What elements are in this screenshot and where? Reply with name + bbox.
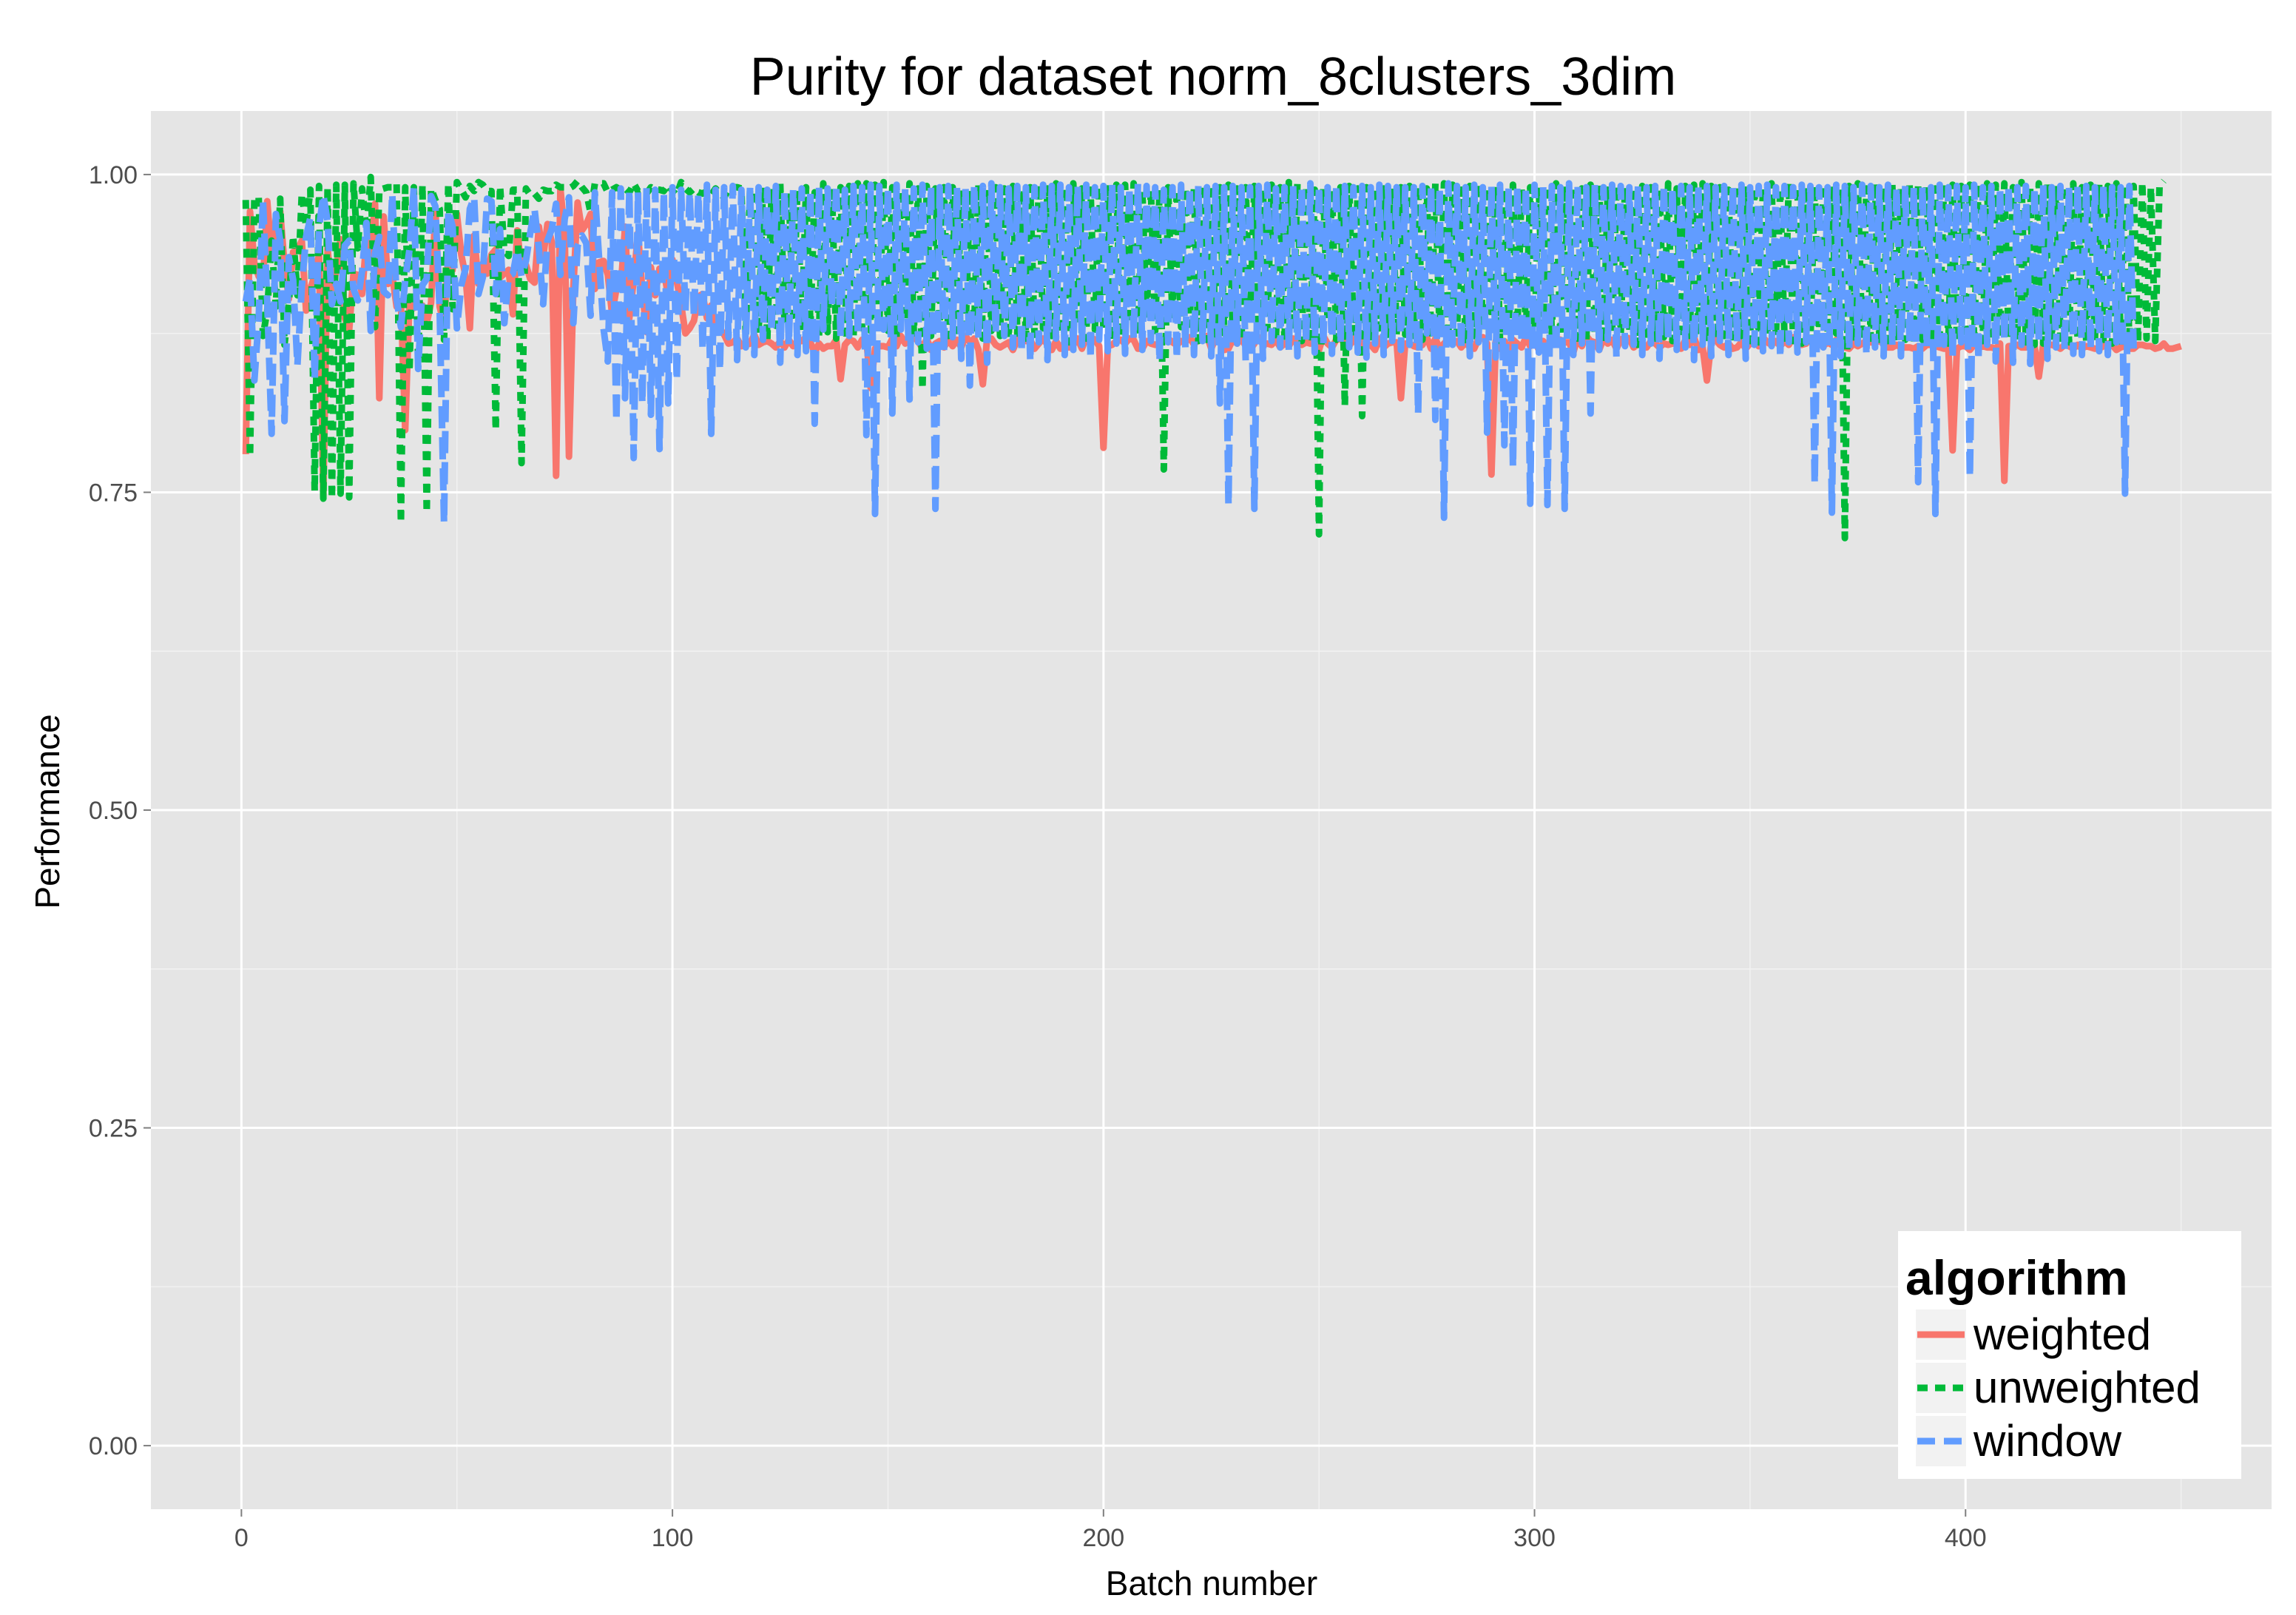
legend-label-weighted: weighted <box>1973 1309 2151 1359</box>
x-axis-title: Batch number <box>1106 1564 1317 1602</box>
x-tick-label: 0 <box>234 1524 249 1552</box>
x-tick-label: 100 <box>652 1524 694 1552</box>
y-tick-label: 0.50 <box>89 797 138 825</box>
legend-label-window: window <box>1973 1416 2122 1466</box>
y-tick-label: 0.75 <box>89 479 138 507</box>
y-axis-title: Performance <box>28 714 67 908</box>
legend-title: algorithm <box>1905 1250 2128 1305</box>
legend: algorithm weighted unweighted window <box>1898 1231 2241 1479</box>
series-line-window <box>242 180 2137 527</box>
y-tick-label: 1.00 <box>89 161 138 189</box>
chart-title: Purity for dataset norm_8clusters_3dim <box>750 47 1677 107</box>
x-tick-label: 300 <box>1513 1524 1556 1552</box>
y-axis: 0.00 0.25 0.50 0.75 1.00 <box>89 161 151 1460</box>
legend-label-unweighted: unweighted <box>1973 1363 2201 1412</box>
series-layer <box>242 173 2182 542</box>
x-axis: 0 100 200 300 400 <box>234 1509 1987 1552</box>
y-tick-label: 0.00 <box>89 1432 138 1460</box>
x-tick-label: 200 <box>1082 1524 1124 1552</box>
x-tick-label: 400 <box>1945 1524 1987 1552</box>
y-tick-label: 0.25 <box>89 1115 138 1143</box>
